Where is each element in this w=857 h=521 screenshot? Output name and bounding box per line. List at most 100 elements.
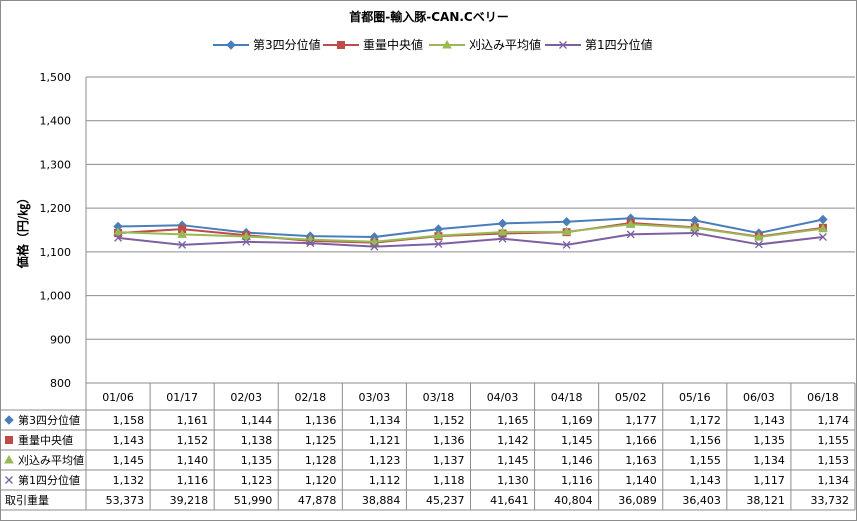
marker-stroke <box>559 41 567 49</box>
x-tick-label: 03/03 <box>359 391 391 404</box>
legend-marker <box>337 41 345 49</box>
marker-stroke <box>754 240 763 249</box>
data-point <box>690 229 699 238</box>
table-row: 第1四分位値 1,132 1,116 1,123 1,120 1,112 1,118 1,13… <box>5 473 850 487</box>
x-tick-label: 06/18 <box>807 391 839 404</box>
table-cell: 1,123 <box>369 454 401 467</box>
table-row-label: 第1四分位値 <box>18 473 80 487</box>
x-tick-label: 05/16 <box>679 391 711 404</box>
table-row-label: 取引重量 <box>5 493 49 507</box>
y-tick-label: 1,300 <box>40 158 72 171</box>
y-axis-label: 価格（円/㎏） <box>15 192 31 269</box>
table-cell: 41,641 <box>490 494 529 507</box>
table-legend-marker <box>5 476 13 484</box>
x-tick-label: 01/17 <box>166 391 198 404</box>
table-cell: 1,135 <box>241 454 273 467</box>
data-point <box>434 240 443 248</box>
y-tick-label: 1,100 <box>40 246 72 259</box>
table-cell: 1,123 <box>241 474 273 487</box>
marker-stroke <box>562 240 571 249</box>
legend-marker <box>559 41 567 49</box>
data-point <box>178 240 187 249</box>
data-point <box>177 229 187 238</box>
x-tick-label: 06/03 <box>743 391 775 404</box>
data-point <box>754 240 763 249</box>
table-cell: 1,125 <box>305 434 337 447</box>
table-cell: 36,403 <box>682 494 721 507</box>
y-tick-label: 800 <box>50 377 71 390</box>
table-cell: 1,136 <box>305 414 337 427</box>
marker-stroke <box>690 229 699 238</box>
table-cell: 1,152 <box>433 414 465 427</box>
table-row: 刈込み平均値 1,145 1,140 1,135 1,128 1,123 1,137 1,14… <box>4 454 849 467</box>
table-legend-marker <box>4 454 14 464</box>
x-tick-label: 05/02 <box>615 391 647 404</box>
y-tick-label: 900 <box>50 333 71 346</box>
table-cell: 1,134 <box>369 414 401 427</box>
x-tick-label: 04/03 <box>487 391 519 404</box>
legend-item-1: 第3四分位値 <box>213 37 321 52</box>
table-cell: 1,174 <box>818 414 850 427</box>
table-row-label: 刈込み平均値 <box>18 454 84 467</box>
series-line <box>117 232 824 248</box>
table-cell: 40,804 <box>554 494 593 507</box>
table-cell: 1,120 <box>305 474 337 487</box>
table-row: 取引重量 53,373 39,218 51,990 47,878 38,884 45,237… <box>5 493 849 507</box>
table-cell: 1,140 <box>177 454 209 467</box>
table-cell: 1,136 <box>433 434 465 447</box>
table-cell: 1,144 <box>241 414 273 427</box>
marker-stroke <box>242 237 251 246</box>
table-cell: 1,152 <box>177 434 209 447</box>
legend-label: 刈込み平均値 <box>469 37 541 52</box>
series-line <box>118 217 824 238</box>
table-cell: 1,117 <box>753 474 785 487</box>
table-cell: 38,121 <box>746 494 785 507</box>
table-cell: 1,143 <box>753 414 785 427</box>
data-point <box>242 237 251 246</box>
table-cell: 1,134 <box>818 474 850 487</box>
marker-stroke <box>434 240 443 248</box>
table-cell: 47,878 <box>298 494 337 507</box>
data-point <box>561 226 572 236</box>
legend-item-4: 第1四分位値 <box>545 37 653 52</box>
table-cell: 1,177 <box>625 414 657 427</box>
table-cell: 1,165 <box>497 414 529 427</box>
data-point <box>433 230 444 240</box>
y-tick-label: 1,400 <box>40 115 72 128</box>
table-cell: 45,237 <box>426 494 465 507</box>
marker-stroke <box>818 233 827 241</box>
table-cell: 36,089 <box>618 494 657 507</box>
legend-item-2: 重量中央値 <box>323 37 423 52</box>
table-row-label: 重量中央値 <box>18 433 73 447</box>
table-cell: 1,132 <box>113 474 145 487</box>
table-legend-marker <box>4 415 14 425</box>
table-cell: 1,143 <box>689 474 721 487</box>
table-cell: 1,130 <box>497 474 529 487</box>
table-cell: 1,145 <box>113 454 145 467</box>
table-cell: 1,118 <box>433 474 465 487</box>
table-cell: 1,137 <box>433 454 465 467</box>
data-point <box>818 214 828 225</box>
table-cell: 1,140 <box>625 474 657 487</box>
table-cell: 1,121 <box>369 434 401 447</box>
table-cell: 1,128 <box>305 454 337 467</box>
table-cell: 38,884 <box>362 494 401 507</box>
table-cell: 53,373 <box>106 494 145 507</box>
data-point <box>241 231 252 241</box>
marker-stroke <box>114 233 123 242</box>
data-point <box>497 227 508 236</box>
series-4 <box>114 229 827 251</box>
data-point <box>625 219 636 228</box>
table-cell: 1,112 <box>369 474 401 487</box>
y-tick-label: 1,200 <box>40 202 72 215</box>
x-tick-label: 02/18 <box>294 391 326 404</box>
legend-label: 第1四分位値 <box>585 37 653 52</box>
legend-item-3: 刈込み平均値 <box>429 37 541 52</box>
data-point <box>754 231 764 241</box>
data-point <box>369 236 380 246</box>
table-cell: 51,990 <box>234 494 273 507</box>
data-point <box>689 222 700 232</box>
legend-marker <box>226 40 236 50</box>
